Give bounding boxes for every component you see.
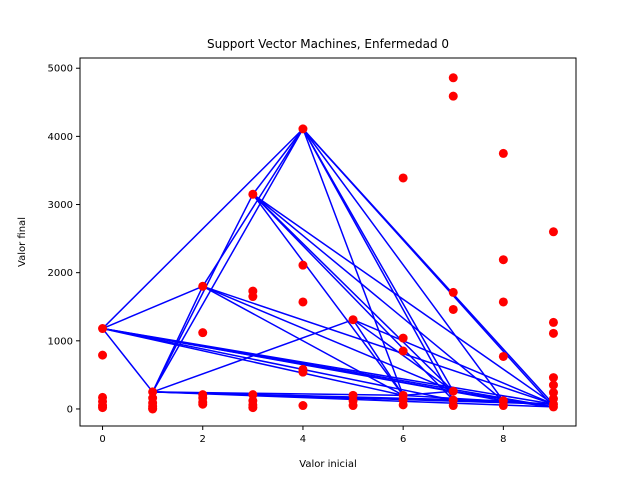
data-point (98, 350, 108, 360)
data-point (348, 401, 358, 411)
data-point (548, 373, 558, 383)
data-point (498, 297, 508, 307)
support-vector-line (202, 128, 304, 287)
support-vector-line (352, 318, 554, 405)
support-vector-line (252, 193, 454, 392)
support-vector-line (302, 128, 454, 401)
x-tick-label: 4 (300, 434, 306, 445)
data-point (448, 287, 458, 297)
data-point (448, 73, 458, 83)
support-vector-line (151, 285, 204, 393)
plot-area (98, 73, 558, 414)
data-point (398, 333, 408, 343)
y-tick-label: 1000 (48, 336, 73, 347)
data-point (198, 281, 208, 291)
support-vector-line (302, 128, 504, 402)
data-point (398, 173, 408, 183)
data-point (448, 386, 458, 396)
data-point (398, 346, 408, 356)
data-point (498, 401, 508, 411)
data-point (298, 124, 308, 134)
data-point (398, 400, 408, 410)
support-vector-line (403, 390, 454, 397)
support-vector-line (151, 128, 304, 393)
data-point (248, 292, 258, 302)
y-tick-label: 0 (67, 404, 73, 415)
data-point (298, 297, 308, 307)
points-layer (98, 73, 558, 414)
x-axis-label: Valor inicial (299, 459, 356, 470)
data-point (548, 317, 558, 327)
support-vector-line (252, 193, 404, 396)
support-vector-line (302, 128, 555, 408)
data-point (198, 399, 208, 409)
data-point (448, 91, 458, 101)
data-point (548, 328, 558, 338)
data-point (448, 401, 458, 411)
data-point (98, 324, 108, 334)
support-vector-line (252, 193, 554, 405)
data-point (198, 328, 208, 338)
data-point (548, 380, 558, 390)
support-vector-line (352, 319, 404, 396)
support-vector-line (102, 327, 454, 401)
data-point (148, 404, 158, 414)
data-point (298, 401, 308, 411)
support-vector-line (152, 318, 354, 393)
y-axis-label: Valor final (17, 217, 28, 267)
x-tick-label: 8 (500, 434, 506, 445)
data-point (248, 403, 258, 413)
data-point (98, 403, 108, 413)
support-vector-line (152, 391, 404, 397)
support-vector-line (302, 128, 404, 396)
support-vector-line (202, 285, 404, 396)
data-point (298, 260, 308, 270)
axes-frame (79, 57, 577, 427)
chart-title: Support Vector Machines, Enfermedad 0 (207, 37, 449, 51)
data-point (548, 402, 558, 412)
y-tick-label: 2000 (48, 268, 73, 279)
y-tick-label: 3000 (48, 200, 73, 211)
support-vector-line (202, 285, 554, 405)
y-tick-label: 4000 (48, 132, 73, 143)
data-point (448, 304, 458, 314)
support-vector-line (102, 285, 204, 330)
data-point (498, 148, 508, 158)
x-axis-ticks: 0 2 4 6 8 (99, 426, 507, 445)
data-point (298, 367, 308, 377)
support-vector-line (503, 400, 554, 408)
data-point (548, 227, 558, 237)
support-vector-line (102, 327, 404, 397)
y-tick-label: 5000 (48, 64, 73, 75)
support-vector-line (252, 193, 454, 401)
support-vector-line (102, 128, 304, 330)
support-vector-line (252, 128, 304, 195)
support-vector-line (101, 328, 154, 393)
data-point (498, 255, 508, 265)
x-tick-label: 6 (400, 434, 406, 445)
x-tick-label: 0 (99, 434, 105, 445)
data-point (498, 351, 508, 361)
data-point (348, 315, 358, 325)
support-vector-line (202, 285, 454, 392)
data-point (248, 189, 258, 199)
support-vector-line (252, 193, 504, 402)
support-vector-line (151, 193, 254, 393)
x-tick-label: 2 (200, 434, 206, 445)
y-axis-ticks: 0 1000 2000 3000 4000 5000 (48, 64, 80, 415)
